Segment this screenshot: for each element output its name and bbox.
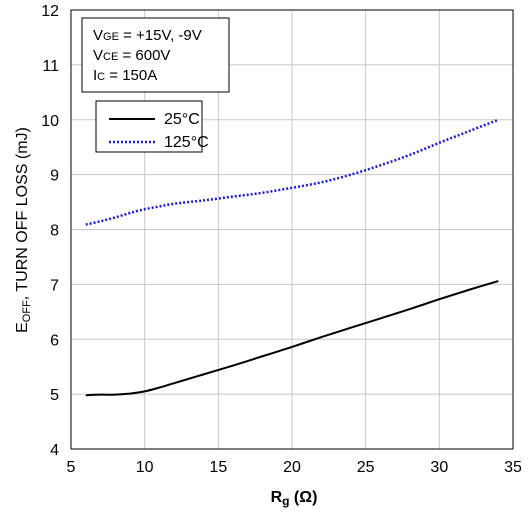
- condition-vce: VCE = 600V: [93, 47, 170, 64]
- legend-label-125c: 125°C: [164, 134, 209, 151]
- legend-label-25c: 25°C: [164, 111, 200, 128]
- series-line-25c: [85, 280, 499, 397]
- y-axis-title: EOFF, TURN OFF LOSS (mJ): [14, 127, 33, 333]
- y-tick-label: 12: [41, 3, 59, 20]
- legend: 25°C 125°C: [95, 100, 209, 153]
- series-layer: [85, 118, 499, 397]
- plot-frame: [70, 9, 514, 450]
- x-tick-label: 5: [67, 459, 76, 476]
- y-tick-label: 7: [50, 277, 59, 294]
- x-tick-label: 20: [283, 459, 301, 476]
- condition-ic: IC = 150A: [93, 67, 157, 84]
- y-tick-label: 8: [50, 223, 59, 240]
- condition-vge: VGE = +15V, -9V: [93, 27, 202, 44]
- x-tick-label: 15: [209, 459, 227, 476]
- conditions-box: VGE = +15V, -9V VCE = 600V IC = 150A: [81, 17, 230, 93]
- x-axis-title: Rg (Ω): [271, 489, 318, 508]
- x-tick-label: 10: [136, 459, 154, 476]
- x-tick-label: 25: [357, 459, 375, 476]
- series-line-125c: [85, 118, 499, 226]
- y-tick-label: 11: [42, 58, 59, 75]
- y-tick-label: 5: [50, 387, 59, 404]
- y-tick-label: 6: [50, 332, 59, 349]
- y-tick-label: 9: [50, 168, 59, 185]
- y-tick-label: 4: [50, 442, 59, 459]
- x-tick-label: 30: [430, 459, 448, 476]
- grid: [70, 9, 514, 450]
- y-tick-label: 10: [41, 113, 59, 130]
- x-tick-label: 35: [504, 459, 522, 476]
